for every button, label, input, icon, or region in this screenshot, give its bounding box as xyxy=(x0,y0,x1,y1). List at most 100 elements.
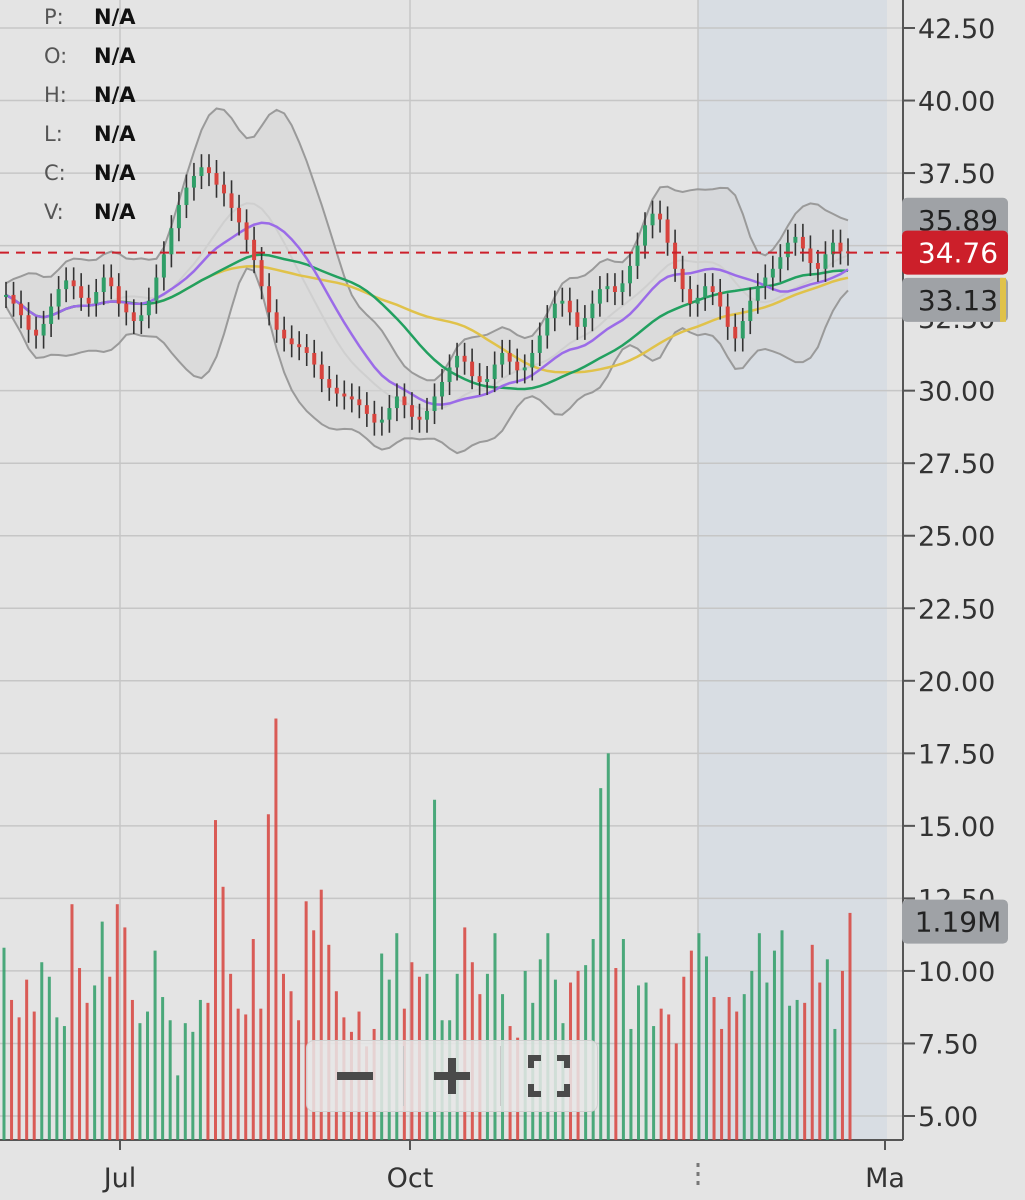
candle-body xyxy=(289,338,294,345)
x-tick-label: Oct xyxy=(387,1163,434,1194)
candle-body xyxy=(665,219,670,243)
candle-body xyxy=(612,286,617,293)
candle-body xyxy=(357,399,362,406)
ma-value-label: 33.13 xyxy=(918,284,998,317)
candle-body xyxy=(101,277,106,293)
volume-bar xyxy=(70,904,74,1140)
y-tick-label: 40.00 xyxy=(918,87,995,118)
zoom-in-button[interactable] xyxy=(404,1041,500,1111)
volume-bar xyxy=(176,1075,180,1140)
volume-bar xyxy=(55,1017,59,1140)
volume-bar xyxy=(848,912,852,1140)
candle-body xyxy=(710,286,715,293)
volume-bar xyxy=(206,1002,210,1140)
zoom-out-button[interactable] xyxy=(307,1041,403,1111)
ohlc-key: P: xyxy=(44,5,64,29)
volume-bar xyxy=(274,718,278,1140)
candle-body xyxy=(274,312,279,330)
candle-body xyxy=(387,408,392,420)
candle-body xyxy=(740,321,745,339)
ohlc-key: O: xyxy=(44,44,68,68)
candle-body xyxy=(327,379,332,388)
volume-bar xyxy=(788,1005,792,1140)
volume-bar xyxy=(674,1043,678,1140)
candle-body xyxy=(425,410,429,420)
candle-body xyxy=(372,413,377,423)
candle-body xyxy=(409,405,414,417)
candle-body xyxy=(658,213,663,220)
last-price-label-box xyxy=(902,230,1008,275)
volume-bar xyxy=(433,799,437,1140)
y-tick-label: 5.00 xyxy=(918,1102,978,1133)
volume-bar xyxy=(78,968,82,1140)
ohlc-value: N/A xyxy=(94,122,136,146)
volume-bar xyxy=(93,985,97,1140)
volume-bar xyxy=(259,1008,263,1140)
candle-body xyxy=(259,260,264,287)
candle-body xyxy=(785,242,790,258)
volume-bar xyxy=(168,1020,172,1140)
candle-body xyxy=(11,294,16,304)
candle-body xyxy=(49,306,54,324)
candle-body xyxy=(131,312,136,322)
fullscreen-button[interactable] xyxy=(501,1041,597,1111)
ohlc-key: L: xyxy=(44,122,63,146)
ohlc-key: C: xyxy=(44,161,66,185)
candle-body xyxy=(620,283,625,293)
divider xyxy=(403,1046,404,1106)
volume-bar xyxy=(644,982,648,1140)
candle-body xyxy=(440,381,445,397)
volume-bar xyxy=(704,956,708,1140)
ohlc-value: N/A xyxy=(94,5,136,29)
ohlc-value: N/A xyxy=(94,200,136,224)
volume-bar xyxy=(183,1023,187,1140)
bollinger-upper xyxy=(5,107,849,382)
volume-bar xyxy=(123,927,127,1140)
candle-body xyxy=(590,303,595,319)
volume-bar xyxy=(825,959,829,1140)
candle-body xyxy=(312,352,317,365)
candle-body xyxy=(718,292,723,307)
volume-bar xyxy=(667,1014,671,1140)
candle-body xyxy=(206,167,211,174)
volume-bar xyxy=(32,1011,36,1140)
volume-bar xyxy=(750,970,754,1140)
candle-body xyxy=(297,344,302,348)
volume-bar xyxy=(40,962,44,1140)
candle-body xyxy=(417,416,422,420)
candle-body xyxy=(282,329,287,339)
candle-body xyxy=(627,265,632,284)
ohlc-key: V: xyxy=(44,200,64,224)
candle-body xyxy=(26,315,31,330)
volume-bar xyxy=(682,976,686,1140)
candle-body xyxy=(725,306,730,327)
session-marker xyxy=(696,1172,700,1176)
ohlc-key: H: xyxy=(44,83,67,107)
divider xyxy=(500,1046,501,1106)
y-tick-label: 42.50 xyxy=(918,14,995,45)
y-tick-label: 17.50 xyxy=(918,739,995,770)
candle-body xyxy=(688,289,693,304)
candle-body xyxy=(184,187,189,205)
volume-bar xyxy=(659,1008,663,1140)
volume-bar xyxy=(191,1031,195,1140)
volume-bar xyxy=(772,950,776,1140)
candle-body xyxy=(154,277,159,301)
volume-bar xyxy=(2,947,6,1140)
ohlc-value: N/A xyxy=(94,161,136,185)
candle-body xyxy=(432,396,437,411)
y-tick-label: 27.50 xyxy=(918,449,995,480)
ma-value-label-box xyxy=(902,277,1008,322)
candle-body xyxy=(695,297,700,304)
ohlc-value: N/A xyxy=(94,44,136,68)
candle-body xyxy=(515,361,520,371)
candle-body xyxy=(169,228,174,255)
volume-bar xyxy=(810,944,814,1140)
candle-body xyxy=(830,242,835,255)
volume-bar xyxy=(214,820,217,1140)
y-tick-label: 15.00 xyxy=(918,812,995,843)
ohlc-panel: P: N/A O: N/A H: N/A L: N/A C: N/A V: N/A xyxy=(44,0,136,234)
plus-icon xyxy=(434,1058,470,1094)
